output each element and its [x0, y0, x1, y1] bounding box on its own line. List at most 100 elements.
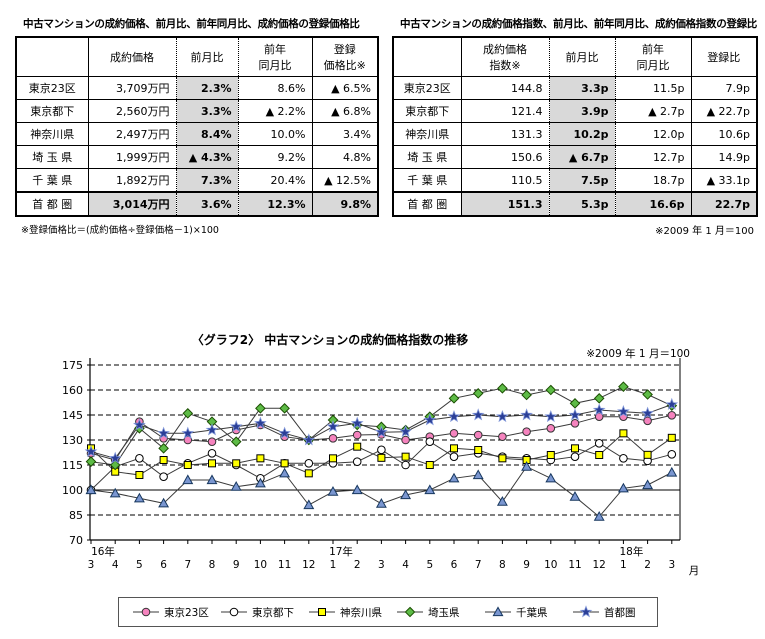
square-marker: [353, 442, 362, 451]
x-tick-label: 6: [160, 559, 167, 571]
value-cell: 10.0%: [237, 122, 313, 146]
row-label: 神奈川県: [392, 122, 462, 146]
legend-item-tokyo23: 東京23区: [133, 606, 209, 619]
x-unit-label: 月: [689, 565, 700, 577]
right-table-footnote: ※2009 年 1 月＝100: [655, 226, 754, 237]
circle-marker: [352, 430, 362, 440]
x-tick-label: 8: [209, 559, 216, 571]
circle-marker: [141, 607, 151, 617]
diamond-marker: [404, 606, 416, 618]
star-marker: [302, 433, 316, 446]
value-cell: 2,497万円: [87, 122, 177, 146]
value-cell: ▲ 6.5%: [311, 76, 379, 100]
star-marker: [278, 426, 291, 439]
x-tick-label: 12: [302, 559, 315, 571]
legend-label: 神奈川県: [340, 606, 382, 619]
triangle-marker: [642, 479, 654, 490]
value-cell: 151.3: [460, 191, 550, 217]
x-tick-label: 5: [426, 559, 433, 571]
circle-marker: [183, 435, 193, 445]
star-marker: [520, 408, 533, 421]
triangle-marker: [545, 472, 557, 483]
legend-box: [118, 597, 658, 627]
column-header: 前年 同月比: [614, 36, 692, 77]
value-cell: 22.7p: [690, 191, 758, 217]
x-tick-label: 9: [233, 559, 240, 571]
price-index-table: 成約価格 指数※ 前月比 前年 同月比 登録比 東京23区 144.8 3.3p 11.5p 7…: [392, 36, 758, 217]
star-marker: [254, 416, 267, 429]
square-marker: [546, 451, 555, 459]
column-header: 成約価格: [87, 36, 177, 77]
value-cell: 2.3%: [175, 76, 239, 100]
series-chiba: [85, 461, 678, 521]
chart-legend: 東京23区 東京都下 神奈川県 埼玉県 千葉県 首都圏: [118, 597, 658, 627]
row-label: 首 都 圏: [392, 191, 462, 217]
circle-marker: [135, 454, 144, 463]
star-marker: [326, 419, 340, 433]
diamond-marker: [618, 381, 629, 392]
value-cell: 16.6p: [614, 191, 692, 217]
y-tick-label: 160: [62, 384, 83, 397]
x-tick-label: 2: [644, 559, 651, 571]
value-cell: 8.4%: [175, 122, 239, 146]
circle-marker: [159, 472, 168, 481]
column-header: [392, 36, 462, 77]
diamond-marker: [448, 393, 460, 404]
year-label: 18年: [619, 545, 643, 558]
diamond-marker: [85, 456, 97, 467]
column-header: 前月比: [175, 36, 239, 77]
square-marker: [232, 459, 241, 468]
table-row: 千 葉 県 1,892万円 7.3% 20.4% ▲ 12.5%: [15, 168, 379, 193]
diamond-marker: [472, 388, 484, 399]
x-tick-label: 12: [593, 559, 606, 571]
series-line: [90, 466, 673, 518]
circle-marker: [546, 424, 556, 433]
y-tick-label: 175: [62, 359, 83, 372]
triangle-marker: [254, 477, 266, 488]
circle-marker: [207, 449, 217, 458]
legend-label: 埼玉県: [428, 606, 460, 619]
square-marker: [183, 461, 192, 469]
row-label: 東京23区: [392, 76, 462, 100]
header-row: 成約価格 指数※ 前月比 前年 同月比 登録比: [392, 36, 758, 77]
value-cell: ▲ 4.3%: [175, 145, 239, 169]
value-cell: 12.0p: [614, 122, 692, 146]
y-tick-label: 85: [69, 509, 83, 522]
diamond-marker: [497, 383, 508, 394]
value-cell: 3.3%: [175, 99, 239, 123]
contract-price-table: 成約価格 前月比 前年 同月比 登録 価格比※ 東京23区 3,709万円 2.3% 8.6%…: [15, 36, 379, 217]
x-tick-label: 4: [112, 559, 119, 571]
legend-label: 千葉県: [516, 606, 548, 619]
value-cell: 2,560万円: [87, 99, 177, 123]
column-header: [15, 36, 89, 77]
y-tick-label: 115: [62, 459, 83, 472]
circle-marker: [594, 439, 604, 448]
row-label: 東京都下: [15, 99, 89, 123]
x-tick-label: 8: [499, 559, 506, 571]
triangle-marker: [182, 474, 194, 485]
value-cell: 121.4: [460, 99, 550, 123]
legend-label: 東京23区: [164, 606, 209, 619]
triangle-marker: [424, 484, 436, 495]
row-label: 東京23区: [15, 76, 89, 100]
circle-marker: [522, 427, 531, 436]
square-marker: [595, 451, 604, 459]
diamond-marker: [279, 403, 290, 414]
value-cell: 9.8%: [311, 191, 379, 217]
square-marker: [377, 453, 386, 462]
diamond-marker: [545, 384, 557, 396]
x-tick-label: 10: [254, 559, 267, 571]
triangle-marker: [593, 511, 605, 521]
value-cell: 3,014万円: [87, 191, 177, 217]
chart-title: 〈グラフ2〉 中古マンションの成約価格指数の推移: [192, 332, 469, 347]
star-marker: [665, 397, 679, 410]
square-marker: [280, 459, 289, 468]
circle-marker: [570, 419, 580, 428]
star-marker: [399, 424, 412, 438]
column-header: 登録比: [690, 36, 758, 77]
x-tick-label: 7: [184, 559, 191, 571]
value-cell: 8.6%: [237, 76, 313, 100]
star-marker: [579, 605, 593, 618]
